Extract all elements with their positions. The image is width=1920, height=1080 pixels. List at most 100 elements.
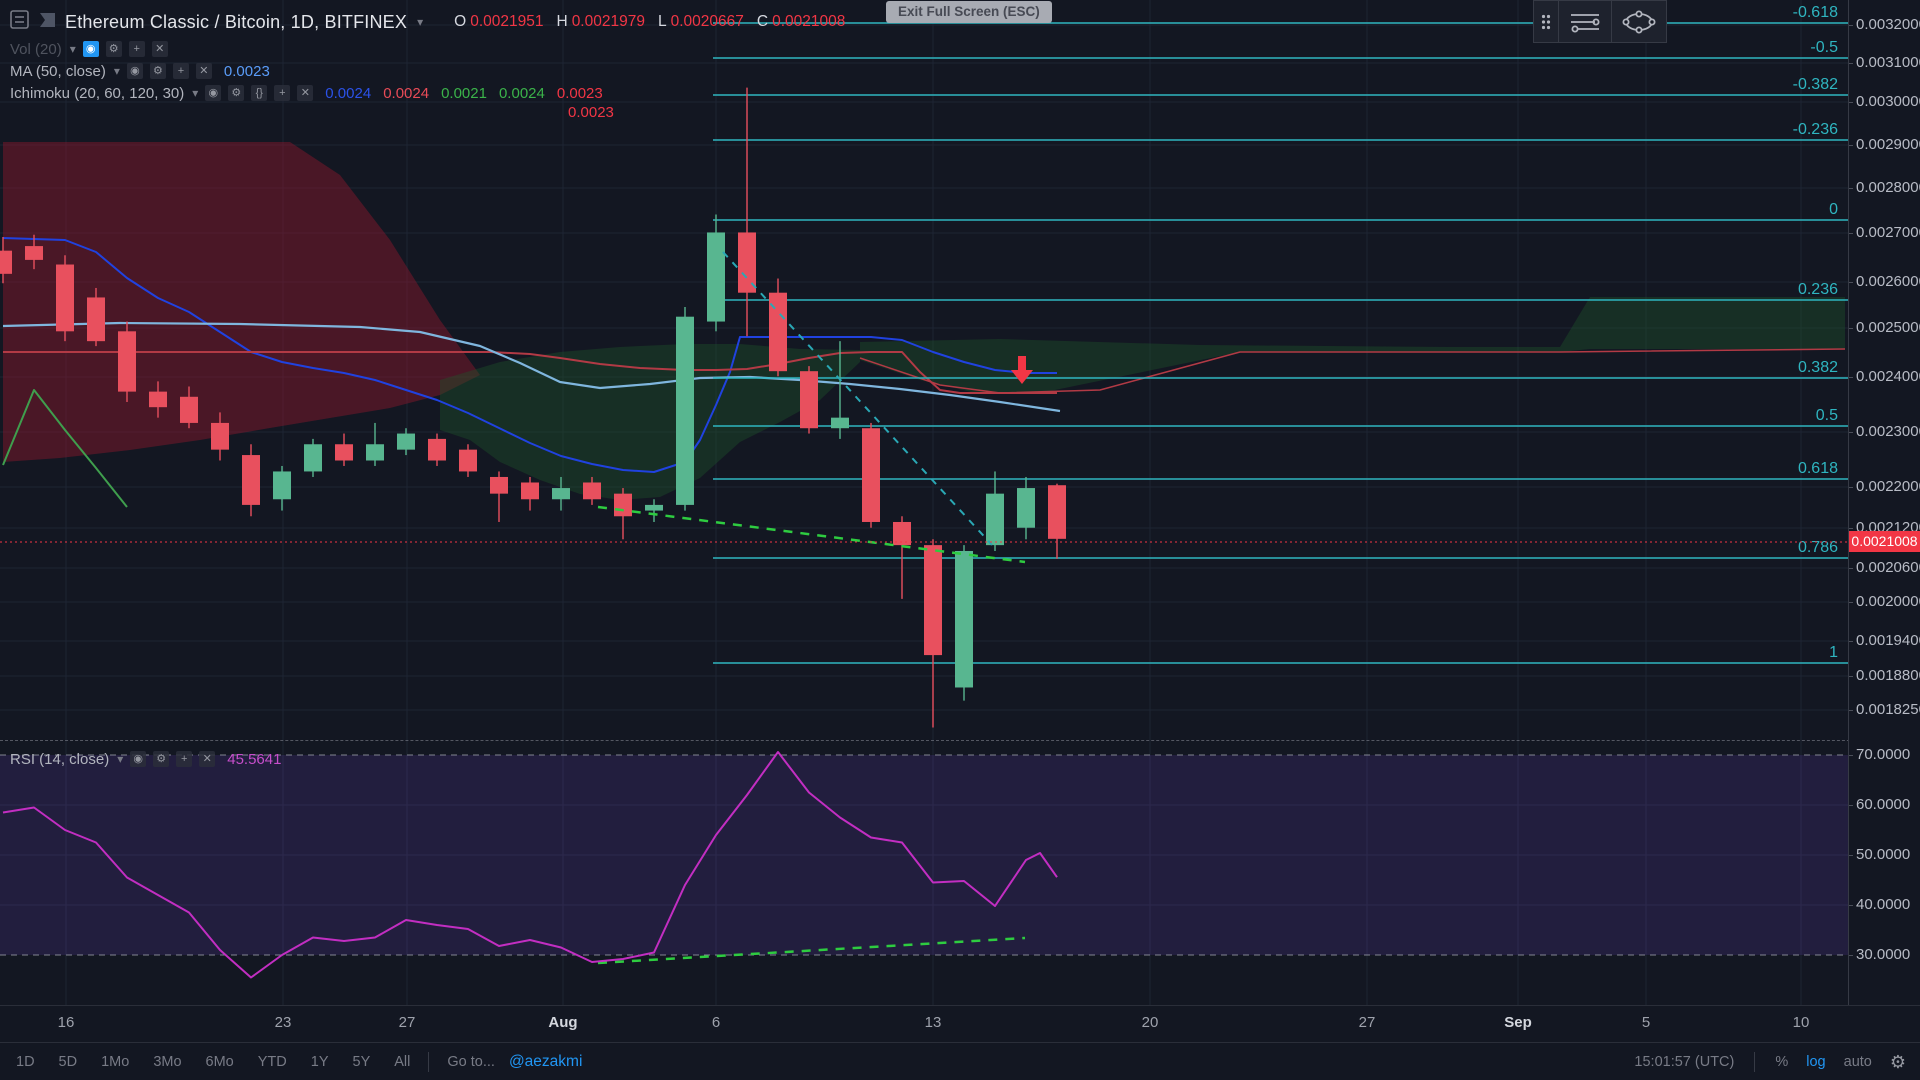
candle-body (583, 482, 601, 500)
eye-icon[interactable]: ◉ (130, 751, 147, 767)
fib-level-label: -0.236 (1793, 121, 1838, 138)
candle-body (56, 264, 74, 332)
x-icon[interactable]: ✕ (195, 63, 212, 79)
eye-icon[interactable]: ◉ (205, 85, 222, 101)
log-scale-button[interactable]: log (1806, 1054, 1826, 1070)
eye-icon[interactable]: ◉ (82, 41, 99, 57)
indicator-name[interactable]: RSI (14, close) (10, 750, 110, 768)
plus-icon[interactable]: + (176, 751, 193, 767)
chevron-down-icon[interactable]: ▾ (69, 42, 76, 56)
candle-body (304, 444, 322, 472)
exit-fullscreen-tooltip: Exit Full Screen (ESC) (886, 1, 1052, 23)
chevron-down-icon[interactable]: ▾ (417, 15, 424, 29)
plus-icon[interactable]: + (274, 85, 291, 101)
indicator-name[interactable]: Vol (20) (10, 40, 62, 58)
indicator-name[interactable]: MA (50, close) (10, 62, 106, 80)
user-handle-link[interactable]: @aezakmi (508, 1053, 583, 1070)
range-button-1y[interactable]: 1Y (310, 1054, 329, 1070)
range-button-1d[interactable]: 1D (16, 1054, 35, 1070)
gear-icon[interactable]: ⚙ (149, 63, 166, 79)
ellipse-drawing-icon[interactable] (1612, 1, 1666, 42)
candle-body (893, 521, 911, 546)
fib-level-label: 0 (1829, 201, 1838, 218)
price-tick-label: 0.0032000 (1849, 16, 1920, 33)
x-icon[interactable]: ✕ (297, 85, 314, 101)
range-button-5y[interactable]: 5Y (352, 1054, 371, 1070)
time-tick-label: 16 (57, 1014, 75, 1031)
gear-icon[interactable]: ⚙ (153, 751, 170, 767)
ichimoku-lagging-span (2, 389, 128, 508)
candle-body (800, 371, 818, 429)
drag-handle-icon[interactable] (1534, 1, 1559, 42)
goto-button[interactable]: Go to... (447, 1054, 495, 1070)
range-button-5d[interactable]: 5D (58, 1054, 78, 1070)
ichimoku-lead-b-future (859, 348, 1846, 394)
fib-level-label: -0.382 (1793, 76, 1838, 93)
price-tick-label: 0.0019400 (1849, 632, 1920, 649)
indicator-value: 0.0023 (223, 62, 270, 80)
x-icon[interactable]: ✕ (151, 41, 168, 57)
eye-icon[interactable]: ◉ (126, 63, 143, 79)
chevron-down-icon[interactable]: ▾ (192, 86, 199, 100)
ichimoku-conversion-line (2, 237, 1057, 473)
clock-utc[interactable]: 15:01:57 (UTC) (1634, 1054, 1735, 1070)
gear-icon[interactable]: ⚙ (228, 85, 245, 101)
range-button-1mo[interactable]: 1Mo (101, 1054, 130, 1070)
price-tick-label: 0.0023000 (1849, 423, 1920, 440)
candle-body (149, 391, 167, 408)
range-button-3mo[interactable]: 3Mo (153, 1054, 182, 1070)
chart-canvas[interactable]: -0.618 -0.5 -0.382 -0.236 0 0.236 0.382 0.5 0.61… (0, 0, 1848, 1005)
ichimoku-cloud-bullish-future (860, 297, 1845, 394)
time-tick-label: 23 (274, 1014, 292, 1031)
rsi-line (2, 751, 1058, 979)
downtrend-dashed-teal[interactable] (722, 251, 993, 546)
candle-body (428, 438, 446, 461)
gear-icon[interactable]: ⚙ (105, 41, 122, 57)
candle-body (676, 316, 694, 505)
close-key: C (756, 13, 769, 30)
range-button-ytd[interactable]: YTD (257, 1054, 287, 1070)
fib-level-label: -0.5 (1810, 39, 1838, 56)
line-tool-settings-icon[interactable] (1559, 1, 1612, 42)
last-price-badge: 0.0021008 (1849, 531, 1920, 552)
bottom-toolbar: 1D 5D 1Mo 3Mo 6Mo YTD 1Y 5Y All Go to... @aezakm… (0, 1042, 1920, 1080)
ichimoku-cloud-bearish (3, 142, 480, 462)
support-trendline-rsi[interactable] (597, 936, 1026, 965)
plus-icon[interactable]: + (128, 41, 145, 57)
price-tick-label: 0.0026000 (1849, 273, 1920, 290)
menu-icon[interactable] (10, 10, 29, 34)
chevron-down-icon[interactable]: ▾ (113, 64, 120, 78)
auto-scale-button[interactable]: auto (1843, 1054, 1872, 1070)
symbol-title[interactable]: Ethereum Classic / Bitcoin, 1D, BITFINEX (65, 11, 408, 32)
low-value: 0.0020667 (670, 13, 744, 30)
time-axis[interactable]: 16 23 27 Aug 6 13 20 27 Sep 5 10 (0, 1005, 1920, 1043)
indicator-name[interactable]: Ichimoku (20, 60, 120, 30) (10, 84, 185, 102)
candle-body (211, 422, 229, 450)
candle-body (335, 444, 353, 461)
price-tick-label: 0.0028000 (1849, 179, 1920, 196)
plus-icon[interactable]: + (172, 63, 189, 79)
percent-scale-button[interactable]: % (1775, 1054, 1789, 1070)
high-value: 0.0021979 (571, 13, 645, 30)
range-button-all[interactable]: All (394, 1054, 411, 1070)
time-tick-label: 27 (1358, 1014, 1376, 1031)
flag-icon[interactable] (37, 11, 57, 34)
rsi-band (0, 755, 1848, 955)
pane-separator[interactable] (0, 740, 1920, 741)
open-value: 0.0021951 (470, 13, 544, 30)
price-axis[interactable]: 0.0032000 0.0031000 0.0030000 0.0029000 0.00… (1848, 0, 1920, 1005)
settings-gear-icon[interactable]: ⚙ (1889, 1051, 1906, 1072)
support-trendline-main[interactable] (597, 505, 1026, 564)
time-tick-label: 10 (1792, 1014, 1810, 1031)
rsi-tick-label: 40.0000 (1848, 896, 1911, 913)
chevron-down-icon[interactable]: ▾ (117, 752, 124, 766)
range-button-6mo[interactable]: 6Mo (205, 1054, 234, 1070)
indicator-value: 0.0024 (498, 84, 545, 102)
braces-icon[interactable]: {} (251, 85, 268, 101)
divider (1754, 1052, 1756, 1072)
high-key: H (556, 13, 568, 30)
candle-body (459, 449, 477, 472)
fib-level-label: 1 (1829, 644, 1838, 661)
x-icon[interactable]: ✕ (199, 751, 216, 767)
low-key: L (657, 13, 667, 30)
